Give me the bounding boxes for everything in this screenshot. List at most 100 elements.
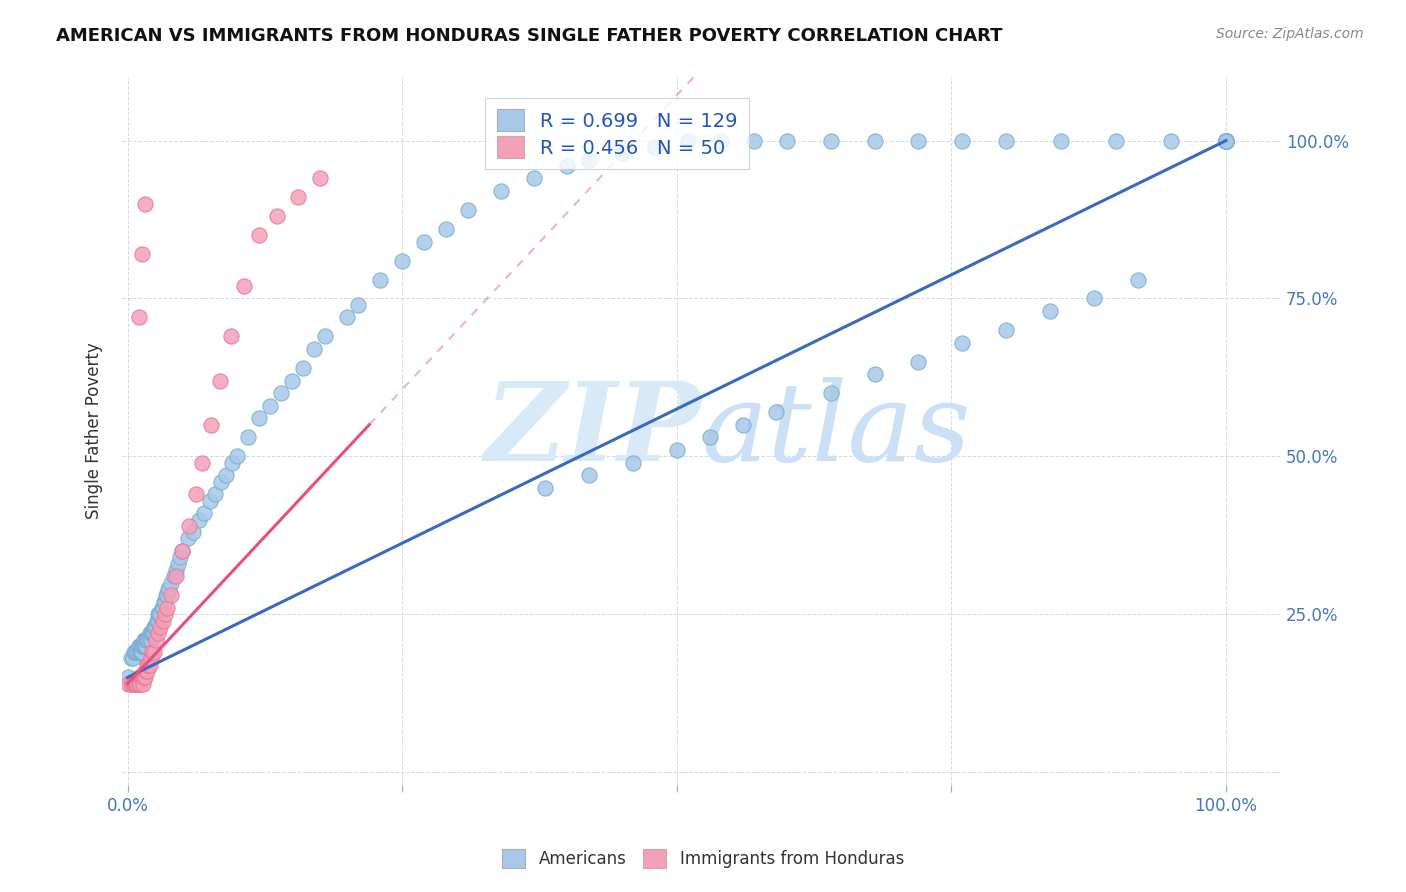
Point (1039, 304, 1062, 318)
Point (128, 645, 150, 659)
Point (247, 411, 270, 425)
Point (134, 664, 156, 678)
Point (132, 676, 155, 690)
Point (145, 632, 167, 647)
Point (141, 626, 163, 640)
Point (120, 676, 142, 690)
Point (270, 386, 292, 401)
Point (1215, 134, 1237, 148)
Point (1050, 134, 1073, 148)
Point (136, 657, 159, 672)
Point (132, 670, 155, 684)
Point (209, 475, 232, 489)
Point (336, 310, 359, 325)
Text: Source: ZipAtlas.com: Source: ZipAtlas.com (1216, 27, 1364, 41)
Point (742, 134, 765, 148)
Point (457, 202, 479, 217)
Point (226, 450, 249, 464)
Point (950, 134, 973, 148)
Point (139, 651, 162, 665)
Legend: R = 0.699   N = 129, R = 0.456   N = 50: R = 0.699 N = 129, R = 0.456 N = 50 (485, 98, 749, 169)
Point (1126, 272, 1149, 286)
Point (1215, 134, 1237, 148)
Point (122, 676, 145, 690)
Point (138, 632, 160, 647)
Point (153, 594, 176, 608)
Point (193, 506, 215, 520)
Point (160, 588, 183, 602)
Point (434, 222, 457, 236)
Point (191, 456, 214, 470)
Point (266, 210, 288, 224)
Point (131, 670, 153, 684)
Point (157, 582, 180, 596)
Point (128, 670, 150, 684)
Point (148, 607, 170, 622)
Point (863, 368, 886, 382)
Point (132, 639, 155, 653)
Point (578, 153, 600, 167)
Point (1105, 134, 1128, 148)
Point (128, 645, 150, 659)
Point (129, 645, 152, 659)
Point (163, 569, 186, 583)
Point (247, 228, 270, 243)
Point (187, 512, 209, 526)
Point (128, 639, 150, 653)
Point (129, 670, 152, 684)
Point (132, 639, 155, 653)
Point (863, 134, 886, 148)
Point (143, 620, 166, 634)
Point (731, 417, 754, 432)
Point (143, 620, 166, 634)
Point (156, 601, 179, 615)
Point (117, 670, 139, 684)
Point (1215, 134, 1237, 148)
Point (128, 639, 150, 653)
Point (128, 310, 150, 325)
Point (177, 532, 200, 546)
Point (138, 626, 160, 640)
Point (132, 639, 155, 653)
Point (152, 614, 174, 628)
Point (995, 134, 1018, 148)
Point (157, 582, 180, 596)
Point (122, 645, 145, 659)
Point (135, 639, 157, 653)
Point (215, 468, 238, 483)
Point (950, 335, 973, 350)
Point (135, 664, 157, 678)
Point (907, 354, 929, 368)
Point (391, 253, 413, 268)
Point (145, 620, 167, 634)
Point (183, 525, 205, 540)
Point (124, 676, 146, 690)
Point (152, 594, 174, 608)
Point (138, 632, 160, 647)
Point (138, 632, 160, 647)
Point (621, 456, 644, 470)
Point (1215, 134, 1237, 148)
Point (139, 626, 162, 640)
Point (132, 670, 155, 684)
Point (134, 670, 156, 684)
Point (127, 676, 149, 690)
Point (259, 399, 281, 413)
Point (141, 645, 163, 659)
Point (160, 575, 183, 590)
Point (238, 430, 260, 444)
Point (128, 676, 150, 690)
Point (141, 626, 163, 640)
Point (699, 430, 721, 444)
Point (489, 184, 512, 198)
Point (610, 146, 633, 161)
Point (820, 386, 842, 401)
Point (122, 676, 145, 690)
Point (221, 456, 243, 470)
Point (347, 298, 370, 312)
Text: AMERICAN VS IMMIGRANTS FROM HONDURAS SINGLE FATHER POVERTY CORRELATION CHART: AMERICAN VS IMMIGRANTS FROM HONDURAS SIN… (56, 27, 1002, 45)
Point (138, 657, 160, 672)
Point (1215, 134, 1237, 148)
Point (134, 632, 156, 647)
Point (172, 544, 194, 558)
